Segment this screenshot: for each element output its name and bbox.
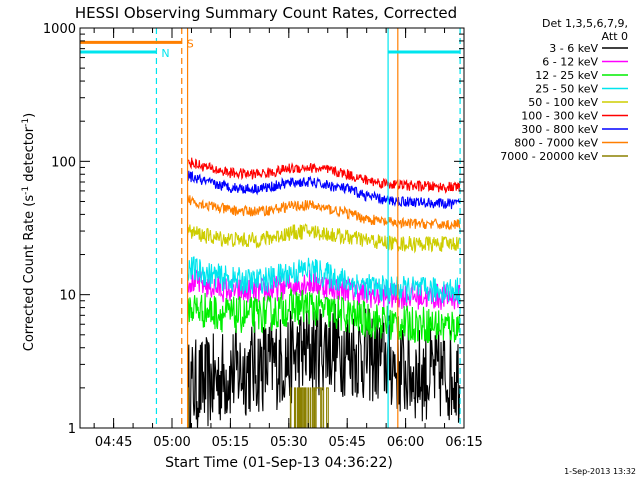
plot-frame xyxy=(79,27,465,429)
series-line xyxy=(187,303,461,428)
x-axis: 04:45 05:00 05:15 05:30 05:45 06:00 06:15 xyxy=(93,28,483,450)
y-tick-label: 1000 xyxy=(43,22,76,37)
legend-header-line1: Det 1,3,5,6,7,9, xyxy=(542,17,628,30)
x-tick-label: 05:15 xyxy=(212,435,249,450)
x-axis-label: Start Time (01-Sep-13 04:36:22) xyxy=(165,455,393,471)
series-line xyxy=(187,287,461,343)
x-tick-label: 05:30 xyxy=(270,435,307,450)
x-tick-label: 06:15 xyxy=(445,435,482,450)
legend-label: 300 - 800 keV xyxy=(521,123,598,136)
legend-label: 12 - 25 keV xyxy=(535,69,598,82)
y-tick-label: 100 xyxy=(51,155,76,170)
x-tick-label: 05:00 xyxy=(153,435,190,450)
y-axis-label: Corrected Count Rate (s-1 detector-1) xyxy=(21,113,37,351)
legend-label: 50 - 100 keV xyxy=(528,96,598,109)
legend-label: 7000 - 20000 keV xyxy=(500,150,598,163)
flag-label: N xyxy=(161,47,169,60)
legend-label: 25 - 50 keV xyxy=(535,83,598,96)
chart-title: HESSI Observing Summary Count Rates, Cor… xyxy=(75,4,457,22)
legend-header-line2: Att 0 xyxy=(602,30,628,43)
x-tick-label: 06:00 xyxy=(387,435,424,450)
series-line xyxy=(187,194,461,231)
footer-timestamp: 1-Sep-2013 13:32 xyxy=(564,467,636,476)
series-line xyxy=(187,223,461,254)
x-tick-label: 04:45 xyxy=(95,435,132,450)
legend-label: 800 - 7000 keV xyxy=(514,137,598,150)
legend-label: 6 - 12 keV xyxy=(542,56,598,69)
y-axis: 1 10 100 1000 xyxy=(43,22,464,437)
x-tick-label: 05:45 xyxy=(328,435,365,450)
y-tick-label: 10 xyxy=(59,289,76,304)
series-line xyxy=(187,387,460,428)
series-line xyxy=(187,170,461,210)
legend-label: 100 - 300 keV xyxy=(521,110,598,123)
series-line xyxy=(187,256,461,305)
series-line xyxy=(187,157,461,194)
plot-area xyxy=(79,27,465,429)
flag-label: S xyxy=(187,37,194,50)
legend-label: 3 - 6 keV xyxy=(549,42,598,55)
y-tick-label: 1 xyxy=(68,422,76,437)
